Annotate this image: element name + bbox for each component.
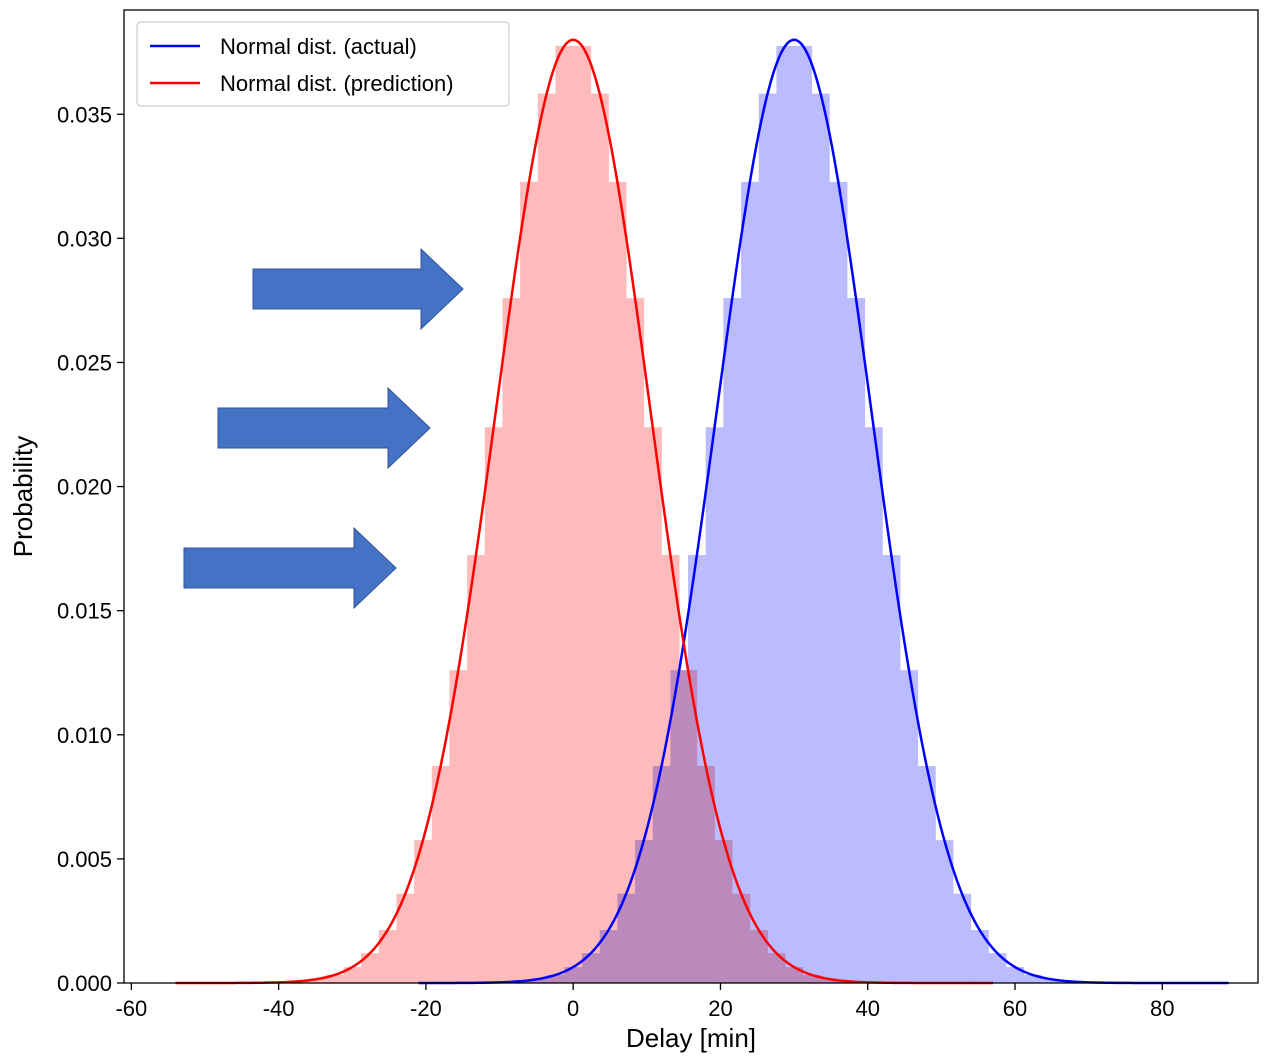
histogram-bar xyxy=(343,967,362,983)
histogram-layer xyxy=(290,45,1078,984)
histogram-bar xyxy=(723,298,742,984)
histogram-bar xyxy=(1006,967,1025,983)
annotation-arrows xyxy=(183,247,464,610)
y-tick-label: 0.000 xyxy=(57,971,112,996)
histogram-bar xyxy=(882,555,901,983)
x-axis-ticks: -60 -40 -20 0 20 40 60 80 xyxy=(115,983,1175,1021)
histogram-bar xyxy=(758,93,777,983)
histogram-bar xyxy=(537,93,556,983)
y-tick-label: 0.005 xyxy=(57,847,112,872)
histogram-bar xyxy=(555,45,574,984)
histogram-bar xyxy=(378,930,397,983)
histogram-bar xyxy=(829,181,848,983)
histogram-bar xyxy=(935,840,954,983)
legend: Normal dist. (actual) Normal dist. (pred… xyxy=(136,21,510,107)
histogram-bar xyxy=(776,45,795,984)
histogram-bar xyxy=(590,93,609,983)
y-axis-ticks: 0.000 0.005 0.010 0.015 0.020 0.025 0.030 0.035 xyxy=(57,102,124,996)
x-tick-label: -60 xyxy=(115,996,147,1021)
plot-frame xyxy=(123,9,1259,984)
histogram-series-1 xyxy=(290,45,857,984)
histogram-bar xyxy=(325,974,344,983)
histogram-bar xyxy=(741,181,760,983)
histogram-bar xyxy=(661,555,680,983)
histogram-bar xyxy=(626,298,645,984)
series-line-1 xyxy=(175,38,993,985)
x-tick-label: 80 xyxy=(1150,996,1174,1021)
histogram-bar xyxy=(449,670,468,983)
histogram-bar xyxy=(988,953,1007,983)
histogram-bar xyxy=(802,974,821,983)
y-tick-label: 0.015 xyxy=(57,599,112,624)
right-arrow-icon xyxy=(252,247,464,331)
histogram-bar xyxy=(767,953,786,983)
y-tick-label: 0.010 xyxy=(57,723,112,748)
x-tick-label: 0 xyxy=(567,996,579,1021)
histogram-bar xyxy=(696,766,715,983)
y-tick-label: 0.035 xyxy=(57,102,112,127)
histogram-bar xyxy=(785,967,804,983)
histogram-bar xyxy=(608,181,627,983)
histogram-bar xyxy=(749,930,768,983)
x-tick-label: 20 xyxy=(708,996,732,1021)
histogram-bar xyxy=(502,298,521,984)
histogram-bar xyxy=(431,766,450,983)
x-tick-label: -40 xyxy=(263,996,295,1021)
x-axis-title: Delay [min] xyxy=(626,1023,756,1053)
histogram-bar xyxy=(1041,979,1060,983)
y-axis-title: Probability xyxy=(8,436,38,557)
histogram-bar xyxy=(794,45,813,984)
histogram-bar xyxy=(917,766,936,983)
histogram-bar xyxy=(643,427,662,983)
histogram-bar xyxy=(679,670,698,983)
histogram-bar xyxy=(847,298,866,984)
histogram-bar xyxy=(484,427,503,983)
histogram-bar xyxy=(953,893,972,983)
histogram-bar xyxy=(520,181,539,983)
histogram-bar xyxy=(396,893,415,983)
legend-label-prediction: Normal dist. (prediction) xyxy=(220,71,454,96)
y-tick-label: 0.030 xyxy=(57,226,112,251)
histogram-bar xyxy=(573,45,592,984)
right-arrow-icon xyxy=(183,526,397,610)
y-tick-label: 0.025 xyxy=(57,350,112,375)
histogram-bar xyxy=(414,840,433,983)
histogram-bar xyxy=(820,979,839,983)
histogram-bar xyxy=(864,427,883,983)
histogram-bar xyxy=(714,840,733,983)
histogram-bar xyxy=(1023,974,1042,983)
right-arrow-icon xyxy=(217,386,431,470)
histogram-bar xyxy=(811,93,830,983)
histogram-bar xyxy=(732,893,751,983)
histogram-bar xyxy=(900,670,919,983)
histogram-bar xyxy=(308,979,327,983)
x-tick-label: 40 xyxy=(855,996,879,1021)
y-tick-label: 0.020 xyxy=(57,475,112,500)
x-tick-label: -20 xyxy=(410,996,442,1021)
histogram-bar xyxy=(970,930,989,983)
x-tick-label: 60 xyxy=(1003,996,1027,1021)
histogram-bar xyxy=(467,555,486,983)
legend-label-actual: Normal dist. (actual) xyxy=(220,34,417,59)
histogram-bar xyxy=(361,953,380,983)
legend-box xyxy=(136,21,510,107)
